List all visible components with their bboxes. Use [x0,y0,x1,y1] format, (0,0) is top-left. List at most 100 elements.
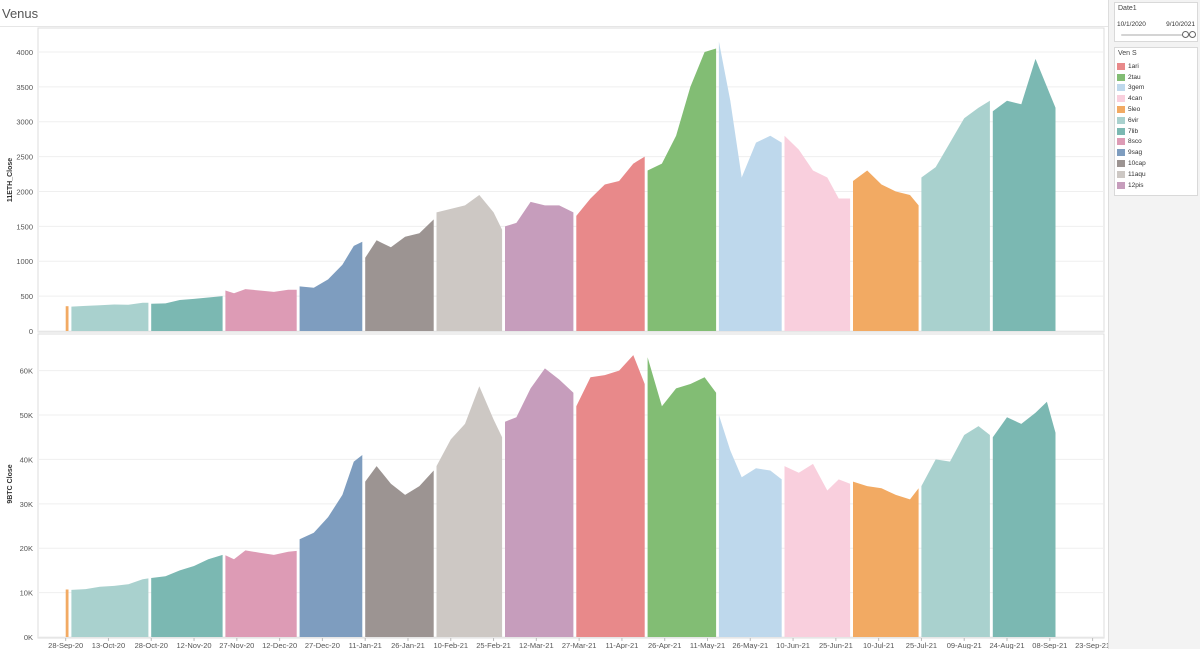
legend-swatch [1117,127,1125,135]
legend-label: 4can [1128,95,1143,103]
top-y-axis-title: 11ETH_Close [7,158,14,202]
x-tick-label: 10-Jun-21 [776,641,810,649]
x-tick-label: 12-Mar-21 [519,641,554,649]
y-tick-label: 30K [20,500,33,509]
legend-item-11aqu[interactable]: 11aqu [1117,169,1146,180]
x-tick-label: 11-May-21 [690,641,725,649]
legend-label: 9sag [1128,149,1143,157]
bottom-area-11aqu[interactable] [436,386,503,637]
legend-swatch [1117,181,1125,189]
x-tick-label: 13-Oct-20 [92,641,125,649]
top-area-7lib[interactable] [151,296,223,331]
top-area-11aqu[interactable] [436,195,503,331]
x-tick-label: 27-Mar-21 [562,641,597,649]
bottom-area-5leo[interactable] [853,481,919,637]
top-area-10cap[interactable] [365,219,434,331]
legend-item-2tau[interactable]: 2tau [1117,72,1146,83]
top-area-3gem[interactable] [718,41,782,332]
legend-label: 1ari [1128,62,1139,70]
top-panel-border [37,27,1105,333]
legend-swatch [1117,73,1125,81]
bottom-area-2tau[interactable] [647,357,717,637]
legend-swatch [1117,170,1125,178]
bottom-area-7lib[interactable] [992,401,1056,637]
bottom-area-3gem[interactable] [718,415,782,637]
top-y-tick-labels: 0 500 1000 1500 2000 2500 3000 3500 4000 [16,48,33,336]
y-tick-label: 1000 [16,257,33,266]
legend-label: 6vir [1128,116,1139,124]
legend-item-12pis[interactable]: 12pis [1117,180,1146,191]
pane-divider [1108,0,1109,649]
x-tick-label: 24-Aug-21 [989,641,1024,649]
legend-label: 8sco [1128,138,1142,146]
top-area-2tau[interactable] [647,48,717,332]
x-tick-label: 25-Jul-21 [906,641,937,649]
top-area-12pis[interactable] [505,201,574,331]
legend-label: 11aqu [1128,170,1146,178]
legend-item-3gem[interactable]: 3gem [1117,83,1146,94]
color-legend: Ven S 1ari 2tau 3gem 4can 5leo 6vir 7lib 8sco 9s… [1114,47,1198,196]
top-area-5leo[interactable] [65,306,69,331]
slider-handle-start[interactable] [1182,31,1189,38]
bottom-area-12pis[interactable] [505,368,574,637]
x-tick-label: 27-Dec-20 [305,641,340,649]
date-range-end: 9/10/2021 [1166,21,1195,28]
legend-swatch [1117,116,1125,124]
bottom-area-6vir[interactable] [71,578,149,637]
top-area-9sag[interactable] [299,241,363,331]
top-area-8sco[interactable] [225,289,297,331]
legend-label: 12pis [1128,181,1144,189]
x-tick-label: 10-Jul-21 [863,641,894,649]
date-filter-title: Date1 [1118,5,1137,12]
bottom-area-series [65,355,1056,638]
x-tick-label: 25-Feb-21 [476,641,511,649]
bottom-area-1ari[interactable] [576,355,645,637]
legend-item-5leo[interactable]: 5leo [1117,104,1146,115]
x-tick-labels: 28-Sep-20 13-Oct-20 28-Oct-20 12-Nov-20 27-N… [48,638,1108,649]
date-range-slider[interactable] [1121,34,1195,36]
y-tick-label: 3500 [16,83,33,92]
slider-handle-end[interactable] [1189,31,1196,38]
x-tick-label: 12-Dec-20 [262,641,297,649]
bottom-area-9sag[interactable] [299,455,363,637]
legend-label: 3gem [1128,84,1145,92]
legend-item-4can[interactable]: 4can [1117,93,1146,104]
x-tick-label: 28-Oct-20 [135,641,168,649]
bottom-area-8sco[interactable] [225,550,297,637]
legend-item-6vir[interactable]: 6vir [1117,115,1146,126]
x-tick-label: 10-Feb-21 [433,641,468,649]
x-tick-label: 09-Aug-21 [947,641,982,649]
legend-item-10cap[interactable]: 10cap [1117,158,1146,169]
y-tick-label: 1500 [16,222,33,231]
y-tick-label: 4000 [16,48,33,57]
legend-item-7lib[interactable]: 7lib [1117,126,1146,137]
y-tick-label: 2000 [16,187,33,196]
y-tick-label: 20K [20,544,33,553]
bottom-y-axis-title: 9BTC Close [7,464,14,503]
legend-label: 7lib [1128,127,1139,135]
top-area-6vir[interactable] [71,302,149,331]
legend-item-9sag[interactable]: 9sag [1117,147,1146,158]
legend-item-1ari[interactable]: 1ari [1117,61,1146,72]
top-area-1ari[interactable] [576,156,645,331]
bottom-area-10cap[interactable] [365,466,434,637]
bottom-area-5leo[interactable] [65,589,69,638]
top-area-5leo[interactable] [853,170,919,332]
title-divider [0,26,1108,27]
date-range-start: 10/1/2020 [1117,21,1146,28]
legend-swatch [1117,106,1125,114]
top-area-7lib[interactable] [992,58,1056,332]
dashboard-title: Venus [2,6,39,21]
legend-label: 5leo [1128,106,1141,114]
bottom-area-6vir[interactable] [921,426,990,637]
top-area-series [65,41,1056,332]
bottom-area-4can[interactable] [784,463,851,637]
x-tick-label: 26-Jan-21 [391,641,425,649]
x-tick-label: 11-Jan-21 [349,641,382,649]
legend-swatch [1117,62,1125,70]
legend-item-8sco[interactable]: 8sco [1117,137,1146,148]
y-tick-label: 40K [20,455,33,464]
top-area-4can[interactable] [784,135,851,331]
bottom-area-7lib[interactable] [151,554,223,637]
top-area-6vir[interactable] [921,100,990,331]
